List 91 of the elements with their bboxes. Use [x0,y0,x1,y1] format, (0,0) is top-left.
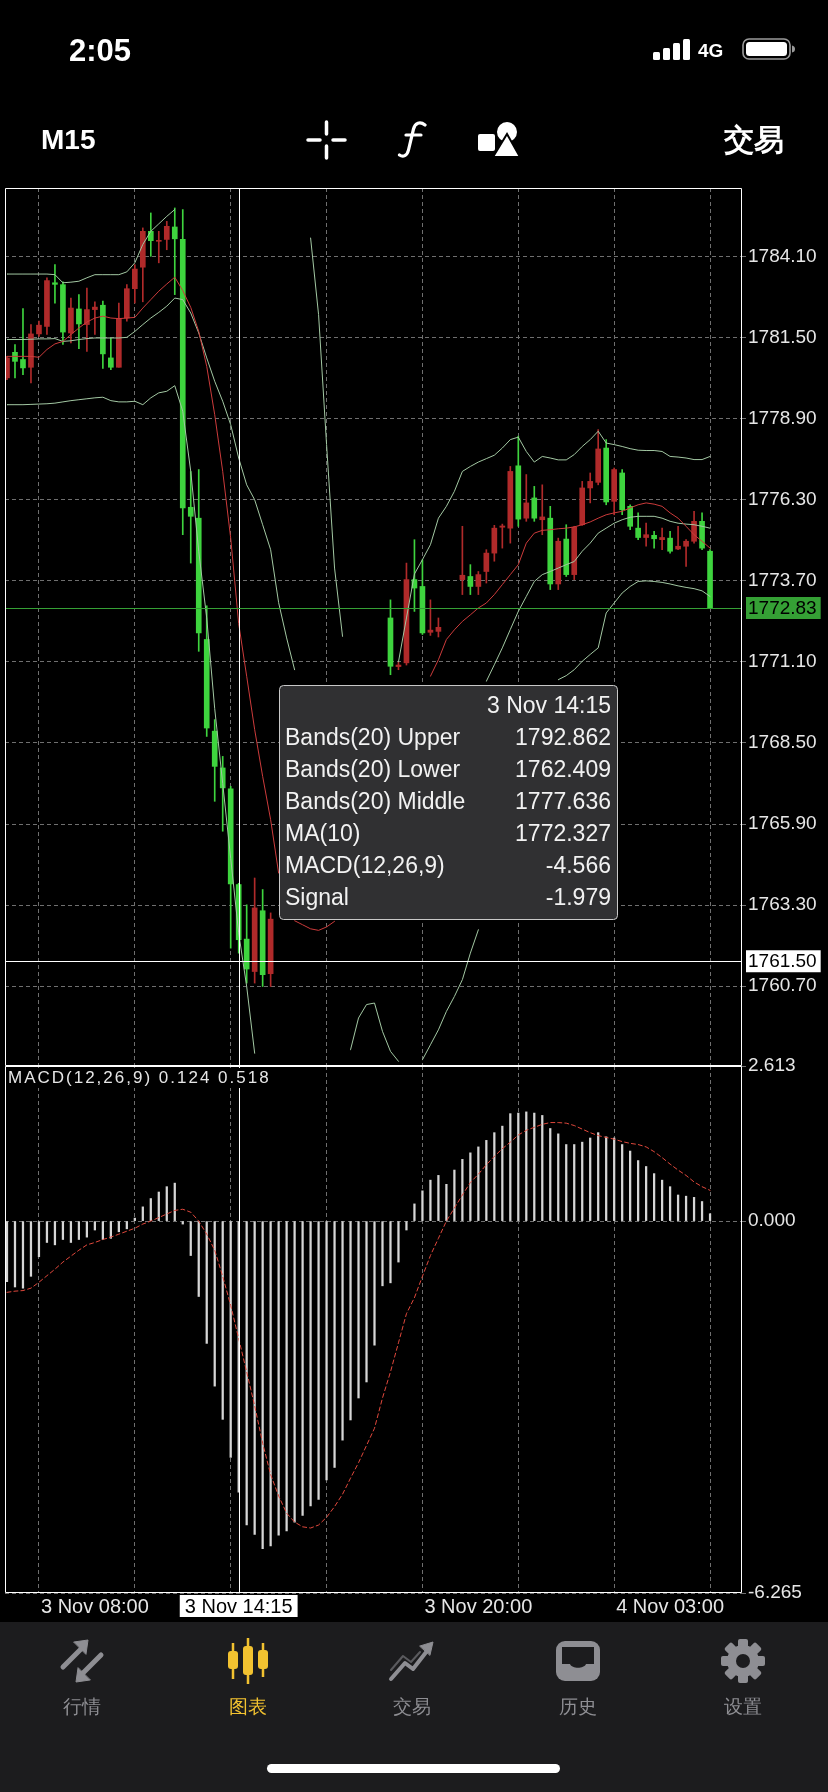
y-tick-label: 1773.70 [748,569,817,591]
candlestick [539,484,546,536]
bar [77,1221,81,1240]
text: 交易 [724,122,784,158]
bar [301,1221,304,1516]
annotation: MACD(12,26,9) [285,852,445,879]
candlestick [643,522,649,547]
y-tick-label: 0.000 [748,1209,796,1231]
bar [397,1221,400,1263]
bar [453,1169,456,1221]
annotation: 1772.327 [515,820,611,847]
y-tick-label: 1784.10 [748,244,817,266]
bar [708,1213,712,1221]
candlestick [683,539,689,567]
y-tick-label: 1760.70 [748,974,817,996]
annotation: 1777.636 [515,788,611,815]
bar [405,1221,408,1231]
x-tick-label: 3 Nov 20:00 [424,1594,533,1617]
bar [61,1221,65,1240]
text: 历史 [559,1696,597,1718]
bar [69,1221,73,1243]
x-tick-label: 4 Nov 03:00 [616,1594,725,1617]
candlestick [20,308,26,376]
candlestick [155,231,162,264]
annotation: Signal [285,884,349,911]
annotation: Bands(20) Lower [285,756,461,783]
bar [309,1221,312,1507]
bar [317,1221,320,1500]
candlestick [499,523,506,549]
y-tick-label: 2.613 [748,1054,796,1076]
ref-line-label: 1772.83 [748,597,817,619]
bar [277,1221,280,1536]
annotation: 1792.862 [515,724,611,751]
y-tick-label: 1765.90 [748,812,817,834]
y-tick-label: 1763.30 [748,893,817,915]
text: 图表 [229,1696,267,1718]
text: 行情 [63,1696,101,1718]
annotation: 1762.409 [515,756,611,783]
bar [413,1203,416,1221]
candlestick [171,207,178,295]
bar [668,1186,672,1221]
candlestick [92,301,98,335]
y-tick-label: 1768.50 [748,731,817,753]
bar [29,1221,33,1277]
annotation: Bands(20) Upper [285,724,461,751]
candlestick [187,471,194,564]
candlestick [659,527,665,551]
candlestick [147,212,154,257]
bar [341,1221,344,1441]
bar [293,1221,296,1523]
annotation: -4.566 [545,852,611,879]
candlestick [675,525,681,551]
y-tick-label: 1776.30 [748,488,817,510]
bar [333,1221,336,1468]
bar [189,1221,192,1256]
bar [461,1159,464,1221]
bar [349,1221,352,1421]
line-series [6,1122,711,1529]
candlestick [587,472,594,504]
x-tick-label: 3 Nov 14:15 [184,1594,293,1617]
chart-title: MACD(12,26,9) 0.124 0.518 [8,1067,271,1087]
y-tick-label: -6.265 [748,1581,802,1603]
text: M15 [41,123,96,157]
bar [325,1221,328,1481]
annotation: -1.979 [545,884,611,911]
annotation: 3 Nov 14:15 [486,692,611,719]
bar [437,1175,440,1221]
text: 2:05 [69,31,132,69]
candlestick [52,264,58,304]
text: 设置 [724,1696,762,1718]
bar [45,1221,49,1243]
ref-line-label: 1761.50 [748,950,817,972]
bar [381,1221,384,1287]
bar [285,1221,288,1532]
bar [421,1190,424,1221]
bar [365,1221,368,1383]
candlestick [651,530,657,549]
annotation: MA(10) [285,820,361,847]
bar [445,1183,448,1221]
y-tick-label: 1771.10 [748,650,817,672]
x-tick-label: 3 Nov 08:00 [40,1594,149,1617]
text: 4G [698,38,724,62]
y-tick-label: 1781.50 [748,325,817,347]
bar [389,1221,392,1284]
y-tick-label: 1778.90 [748,406,817,428]
bar [429,1179,432,1221]
annotation: Bands(20) Middle [285,788,466,815]
bar [373,1221,376,1346]
bar [357,1221,360,1399]
bar [93,1221,97,1231]
text: 交易 [393,1696,431,1718]
